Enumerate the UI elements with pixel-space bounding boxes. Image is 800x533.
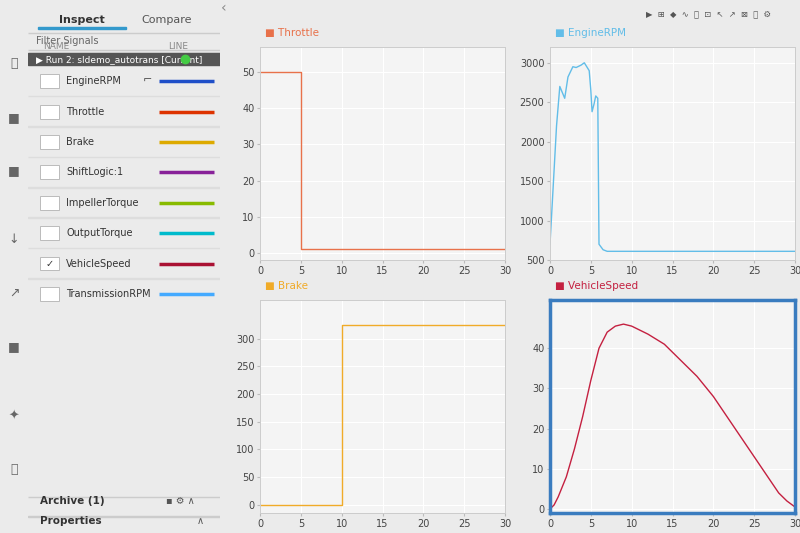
Bar — [39, 104, 58, 119]
Text: ■ Brake: ■ Brake — [265, 281, 308, 292]
Text: ？: ？ — [10, 463, 18, 475]
Text: ■ EngineRPM: ■ EngineRPM — [555, 28, 626, 38]
Text: Properties: Properties — [39, 516, 101, 526]
Bar — [39, 257, 58, 271]
Text: Brake: Brake — [66, 137, 94, 147]
Text: ↓: ↓ — [9, 233, 19, 246]
Text: ✓: ✓ — [45, 259, 53, 269]
Text: ∧: ∧ — [197, 516, 204, 526]
Text: ‹: ‹ — [221, 1, 226, 15]
Text: ShiftLogic:1: ShiftLogic:1 — [66, 167, 123, 177]
Bar — [28, 53, 220, 65]
Text: VehicleSpeed: VehicleSpeed — [66, 259, 132, 269]
Text: ■: ■ — [8, 111, 20, 124]
Bar — [28, 217, 220, 218]
Text: NAME: NAME — [43, 42, 70, 51]
Bar — [39, 227, 58, 240]
Text: EngineRPM: EngineRPM — [66, 76, 122, 86]
Text: Compare: Compare — [141, 15, 191, 25]
Text: ■: ■ — [8, 340, 20, 353]
Text: ▪ ⚙ ∧: ▪ ⚙ ∧ — [166, 496, 195, 506]
Text: ↗: ↗ — [9, 287, 19, 300]
Bar — [38, 27, 126, 29]
Text: ImpellerTorque: ImpellerTorque — [66, 198, 139, 208]
Bar — [28, 126, 220, 127]
Bar — [39, 74, 58, 88]
Text: ⌐: ⌐ — [142, 76, 152, 86]
Bar — [39, 287, 58, 301]
Text: Filter Signals: Filter Signals — [36, 36, 98, 45]
Text: ▶ Run 2: sldemo_autotrans [Current]: ▶ Run 2: sldemo_autotrans [Current] — [36, 55, 202, 63]
Text: ✦: ✦ — [9, 409, 19, 422]
Text: Archive (1): Archive (1) — [39, 496, 104, 506]
Text: ▶  ⊞  ◆  ∿  🔍  ⊡  ↖  ↗  ⊠  📷  ⚙: ▶ ⊞ ◆ ∿ 🔍 ⊡ ↖ ↗ ⊠ 📷 ⚙ — [646, 9, 771, 18]
Text: ■ Throttle: ■ Throttle — [265, 28, 319, 38]
Bar — [39, 196, 58, 209]
Text: LINE: LINE — [168, 42, 188, 51]
Text: Throttle: Throttle — [66, 107, 105, 117]
Text: ＋: ＋ — [10, 58, 18, 70]
Bar — [28, 516, 220, 517]
Text: ■: ■ — [8, 164, 20, 177]
Bar — [28, 278, 220, 279]
Text: ■ VehicleSpeed: ■ VehicleSpeed — [555, 281, 638, 292]
Bar — [28, 187, 220, 188]
Bar — [39, 165, 58, 179]
Text: TransmissionRPM: TransmissionRPM — [66, 289, 151, 299]
Bar — [39, 135, 58, 149]
Text: Inspect: Inspect — [59, 15, 105, 25]
Text: OutputTorque: OutputTorque — [66, 228, 133, 238]
